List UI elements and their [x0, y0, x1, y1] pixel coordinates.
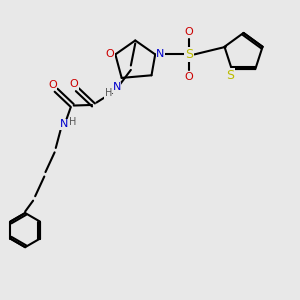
Text: S: S — [226, 68, 234, 82]
Text: H: H — [70, 117, 77, 127]
Text: S: S — [185, 48, 193, 61]
Text: O: O — [106, 50, 114, 59]
Text: N: N — [156, 50, 165, 59]
Text: N: N — [112, 82, 121, 92]
Text: O: O — [185, 72, 194, 82]
Text: O: O — [185, 27, 194, 37]
Text: N: N — [60, 119, 68, 129]
Text: O: O — [69, 79, 78, 89]
Text: O: O — [48, 80, 57, 90]
Text: H: H — [104, 88, 112, 98]
